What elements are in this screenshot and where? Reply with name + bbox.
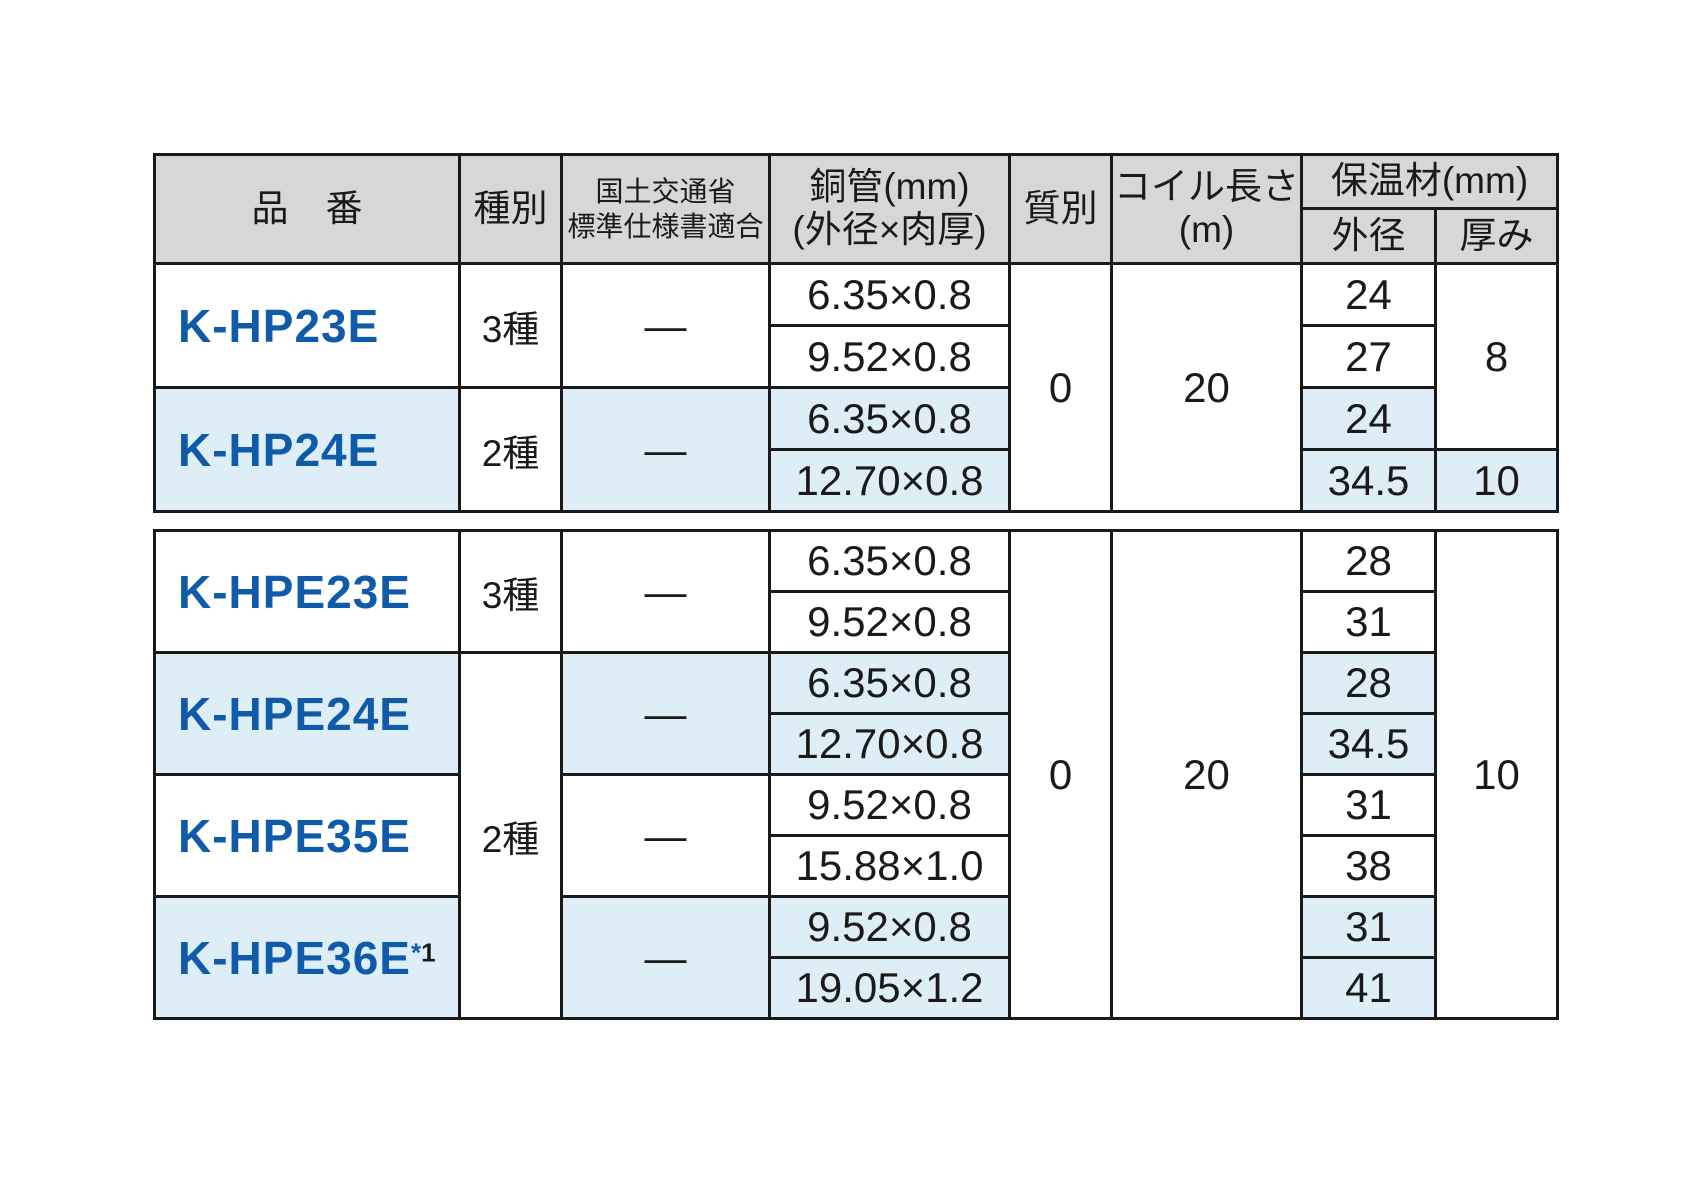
header-copper-pipe: 銅管(mm) (外径×肉厚) xyxy=(768,153,1011,265)
header-product-number: 品 番 xyxy=(153,153,461,265)
pipe-size-cell: 12.70×0.8 xyxy=(768,712,1011,776)
od-cell: 24 xyxy=(1300,262,1437,327)
header-coil-line2: (m) xyxy=(1178,209,1235,250)
coil-length-cell: 20 xyxy=(1110,262,1303,513)
od-cell: 38 xyxy=(1300,834,1437,898)
header-mlit-compliance: 国土交通省 標準仕様書適合 xyxy=(560,153,771,265)
od-cell: 28 xyxy=(1300,529,1437,593)
coil-length-cell: 20 xyxy=(1110,529,1303,1020)
product-name: K-HP23E xyxy=(153,262,461,389)
type-cell: 2種 xyxy=(458,386,563,513)
product-name: K-HPE35E xyxy=(153,773,461,898)
spec-table-hp-series: 品 番 種別 国土交通省 標準仕様書適合 銅管(mm) (外径×肉厚) 質別 コ… xyxy=(153,153,1560,513)
spec-tables-region: 品 番 種別 国土交通省 標準仕様書適合 銅管(mm) (外径×肉厚) 質別 コ… xyxy=(153,153,1560,1020)
pipe-size-cell: 6.35×0.8 xyxy=(768,651,1011,715)
header-pipe-line2: (外径×肉厚) xyxy=(792,209,987,250)
product-name: K-HPE24E xyxy=(153,651,461,776)
product-name: K-HPE36E*1 xyxy=(153,895,461,1020)
pipe-size-cell: 6.35×0.8 xyxy=(768,262,1011,327)
type-group-cell: 2種 xyxy=(458,651,563,1020)
mlit-dash-cell: — xyxy=(560,773,771,898)
mlit-dash-cell: — xyxy=(560,386,771,513)
pipe-size-cell: 6.35×0.8 xyxy=(768,386,1011,451)
thickness-cell: 10 xyxy=(1434,529,1559,1020)
thickness-cell: 8 xyxy=(1433,262,1560,451)
spec-table-hpe-series: K-HPE23E 3種 — 6.35×0.8 0 20 28 10 9.52×0… xyxy=(153,529,1559,1020)
od-cell: 34.5 xyxy=(1300,448,1437,513)
type-cell: 3種 xyxy=(458,529,563,654)
mlit-dash-cell: — xyxy=(560,262,771,389)
header-temper: 質別 xyxy=(1008,153,1113,265)
header-mlit-line2: 標準仕様書適合 xyxy=(567,211,764,242)
pipe-size-cell: 6.35×0.8 xyxy=(768,529,1011,593)
header-pipe-line1: 銅管(mm) xyxy=(809,166,970,208)
mlit-dash-cell: — xyxy=(560,895,771,1020)
header-insulation-od: 外径 xyxy=(1300,207,1437,265)
od-cell: 31 xyxy=(1300,895,1437,959)
mlit-dash-cell: — xyxy=(560,529,771,654)
product-name-text: K-HPE36E xyxy=(178,931,411,984)
temper-cell: 0 xyxy=(1008,262,1113,513)
od-cell: 24 xyxy=(1300,386,1437,451)
product-name: K-HPE23E xyxy=(153,529,461,654)
product-name: K-HP24E xyxy=(153,386,461,513)
header-coil-length: コイル長さ (m) xyxy=(1110,153,1303,265)
od-cell: 31 xyxy=(1300,590,1437,654)
temper-cell: 0 xyxy=(1008,529,1113,1020)
pipe-size-cell: 15.88×1.0 xyxy=(768,834,1011,898)
footnote-marker: *1 xyxy=(410,937,436,968)
od-cell: 28 xyxy=(1300,651,1437,715)
pipe-size-cell: 9.52×0.8 xyxy=(768,590,1011,654)
od-cell: 31 xyxy=(1300,773,1437,837)
header-insulation-thickness: 厚み xyxy=(1433,207,1560,265)
pipe-size-cell: 19.05×1.2 xyxy=(768,956,1011,1020)
header-insulation: 保温材(mm) xyxy=(1299,153,1560,210)
thickness-cell: 10 xyxy=(1433,448,1560,513)
type-cell: 3種 xyxy=(458,262,563,389)
pipe-size-cell: 9.52×0.8 xyxy=(768,773,1011,837)
mlit-dash-cell: — xyxy=(560,651,771,776)
pipe-size-cell: 9.52×0.8 xyxy=(768,324,1011,389)
header-mlit-line1: 国土交通省 xyxy=(595,176,736,207)
pipe-size-cell: 9.52×0.8 xyxy=(768,895,1011,959)
od-cell: 41 xyxy=(1300,956,1437,1020)
od-cell: 27 xyxy=(1300,324,1437,389)
pipe-size-cell: 12.70×0.8 xyxy=(768,448,1011,513)
header-type: 種別 xyxy=(458,153,563,265)
header-coil-line1: コイル長さ xyxy=(1114,166,1299,208)
od-cell: 34.5 xyxy=(1300,712,1437,776)
